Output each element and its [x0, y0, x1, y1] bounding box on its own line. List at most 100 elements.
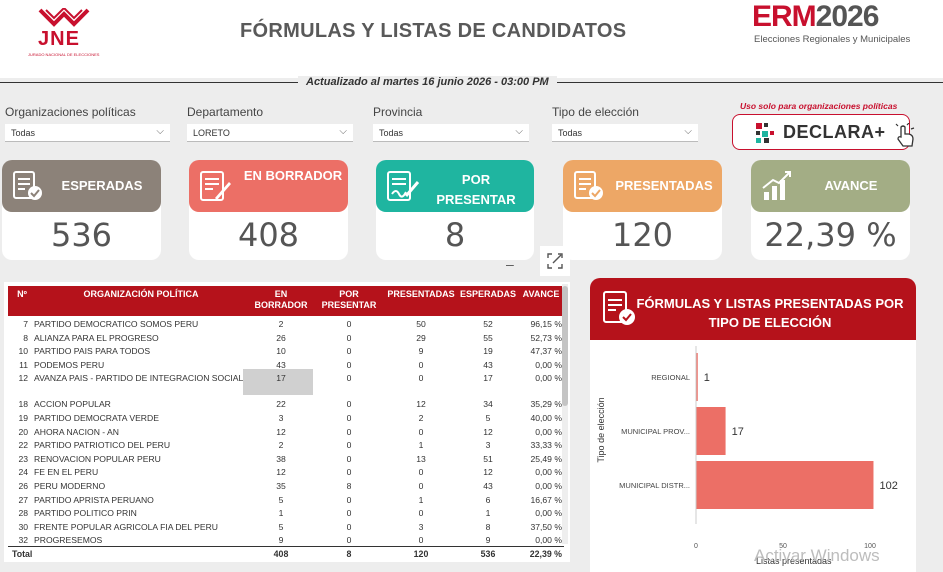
table-cell: 0,00 %: [535, 508, 562, 519]
kpi-value: 120: [611, 216, 674, 254]
y-axis-label: Tipo de elección: [596, 397, 606, 462]
filter-select-value: LORETO: [193, 128, 230, 138]
column-header-numero[interactable]: Nº: [17, 289, 27, 299]
table-cell: 19: [483, 346, 493, 357]
table-row[interactable]: 26 PERU MODERNO 35 8 0 43 0,00 %: [8, 480, 564, 494]
table-cell: 33,33 %: [530, 440, 562, 451]
minimize-icon[interactable]: –: [506, 256, 514, 272]
table-cell: 6: [485, 494, 491, 505]
organizations-table: Nº ORGANIZACIÓN POLÍTICA EN BORRADOR POR…: [4, 282, 570, 562]
chevron-down-icon: ⌵: [156, 126, 164, 137]
erm-logo-year: 2026: [815, 0, 880, 33]
table-cell: FRENTE POPULAR AGRICOLA FIA DEL PERU: [34, 521, 219, 532]
table-row[interactable]: 19 PARTIDO DEMOCRATA VERDE 3 0 2 5 40,00 %: [8, 412, 564, 426]
table-cell: 0,00 %: [535, 359, 562, 370]
table-cell: 0: [418, 508, 424, 519]
table-cell: 26: [276, 332, 286, 343]
kpi-header: [189, 160, 348, 212]
table-cell: 0: [346, 319, 352, 329]
column-header-avance[interactable]: AVANCE: [522, 289, 560, 299]
table-row[interactable]: 28 PARTIDO POLITICO PRIN 1 0 0 1 0,00 %: [8, 507, 564, 521]
table-cell: 9: [485, 535, 491, 546]
table-row[interactable]: 22 PARTIDO PATRIOTICO DEL PERU 2 0 1 3 33,33 %: [8, 439, 564, 453]
kpi-presentadas: PRESENTADAS 120: [563, 160, 722, 260]
column-header-en-borrador[interactable]: EN BORRADOR: [254, 289, 308, 310]
table-cell: 38: [276, 453, 286, 464]
table-cell: 0: [418, 481, 424, 491]
table-cell: 0,00 %: [535, 481, 562, 491]
table-cell: 25,49 %: [530, 453, 562, 464]
table-cell: 52: [483, 319, 493, 329]
table-cell: 23: [18, 453, 28, 464]
table-row[interactable]: 23 RENOVACION POPULAR PERU 38 0 13 51 25,49 %: [8, 453, 564, 467]
table-scrollbar[interactable]: [562, 284, 568, 544]
table-cell: 13: [416, 453, 426, 464]
table-cell: 8: [23, 332, 28, 343]
table-cell: 30: [18, 521, 28, 532]
scrollbar-thumb[interactable]: [562, 286, 568, 406]
table-cell: 2: [278, 319, 284, 329]
table-row[interactable]: 20 AHORA NACION - AN 12 0 0 12 0,00 %: [8, 426, 564, 440]
focus-mode-button[interactable]: [540, 246, 570, 276]
table-cell: 12: [483, 426, 493, 437]
hand-pointer-icon: [895, 123, 915, 147]
table-row[interactable]: 24 FE EN EL PERU 12 0 0 12 0,00 %: [8, 466, 564, 480]
table-row[interactable]: 27 PARTIDO APRISTA PERUANO 5 0 1 6 16,67 %: [8, 494, 564, 508]
category-label: MUNICIPAL DISTR...: [619, 481, 690, 490]
total-esperadas: 536: [480, 549, 496, 559]
table-row[interactable]: 32 PROGRESEMOS 9 0 0 9 0,00 %: [8, 534, 564, 548]
expand-icon: [547, 253, 563, 269]
table-row[interactable]: 30 FRENTE POPULAR AGRICOLA FIA DEL PERU 5 0…: [8, 521, 564, 535]
filter-select-tipo-eleccion[interactable]: Todas ⌵: [552, 124, 698, 142]
chevron-down-icon: ⌵: [684, 126, 692, 137]
column-header-presentadas[interactable]: PRESENTADAS: [387, 289, 455, 299]
table-cell: 0: [346, 373, 352, 384]
table-cell: 9: [278, 535, 284, 546]
table-row[interactable]: 18 ACCION POPULAR 22 0 12 34 35,29 %: [8, 398, 564, 412]
table-cell: 8: [346, 481, 352, 491]
table-cell: 19: [18, 413, 28, 423]
table-cell: 3: [278, 413, 284, 423]
declara-button[interactable]: DECLARA+: [732, 114, 915, 150]
table-row[interactable]: 11 PODEMOS PERU 43 0 0 43 0,00 %: [8, 359, 564, 373]
category-label: REGIONAL: [651, 373, 690, 382]
table-cell: PARTIDO POLITICO PRIN: [34, 508, 137, 519]
kpi-title: ESPERADAS: [61, 178, 143, 193]
filter-select-provincia[interactable]: Todas ⌵: [373, 124, 529, 142]
data-label: 17: [732, 426, 744, 438]
document-check-icon: [13, 171, 42, 200]
table-cell: 0: [346, 413, 352, 423]
table-cell: 34: [483, 399, 493, 410]
bar-chart-plot: Tipo de elección REGIONAL 1 MUNICIPAL PROV.…: [596, 346, 898, 566]
table-cell: 0: [346, 494, 352, 505]
filter-label-departamento: Departamento: [187, 105, 264, 119]
selected-cell-highlight: [243, 369, 313, 395]
table-cell: 0,00 %: [535, 426, 562, 437]
erm-logo: ERM2026 Elecciones Regionales y Municipa…: [752, 2, 932, 48]
table-row[interactable]: 7 PARTIDO DEMOCRATICO SOMOS PERU 2 0 50 52 96,…: [8, 318, 564, 332]
kpi-title: AVANCE: [824, 178, 878, 193]
table-cell: 12: [18, 373, 28, 384]
table-cell: 0: [418, 359, 424, 370]
table-cell: 12: [276, 467, 286, 478]
table-row[interactable]: 10 PARTIDO PAIS PARA TODOS 10 0 9 19 47,37 %: [8, 345, 564, 359]
table-cell: 43: [276, 359, 286, 370]
jne-logo-subtitle: JURADO NACIONAL DE ELECCIONES: [28, 52, 100, 57]
column-header-organizacion[interactable]: ORGANIZACIÓN POLÍTICA: [83, 289, 199, 299]
header: JNE JURADO NACIONAL DE ELECCIONES FÓRMUL…: [0, 0, 943, 78]
table-row[interactable]: 8 ALIANZA PARA EL PROGRESO 26 0 29 55 52,73 %: [8, 332, 564, 346]
column-header-por-presentar[interactable]: POR PRESENTAR: [321, 289, 377, 310]
table-cell: PARTIDO DEMOCRATICO SOMOS PERU: [34, 319, 199, 329]
filter-select-organizaciones[interactable]: Todas ⌵: [5, 124, 170, 142]
table-cell: 12: [276, 426, 286, 437]
table-cell: 0: [346, 521, 352, 532]
table-cell: 1: [485, 508, 491, 519]
table-row[interactable]: 12 AVANZA PAIS - PARTIDO DE INTEGRACION S…: [8, 372, 564, 398]
column-header-esperadas[interactable]: ESPERADAS: [459, 289, 516, 299]
table-cell: 0: [346, 399, 352, 410]
data-label: 102: [879, 480, 897, 492]
filter-select-departamento[interactable]: LORETO ⌵: [187, 124, 353, 142]
table-cell: FE EN EL PERU: [34, 467, 99, 478]
table-cell: 22: [276, 399, 286, 410]
table-cell: 0,00 %: [535, 373, 562, 384]
